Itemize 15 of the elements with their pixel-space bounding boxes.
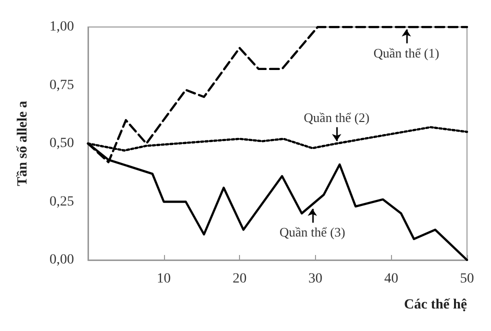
annotation: Quần thể (1) [374,45,440,60]
y-tick-label: 0,50 [50,136,74,151]
annotation: Quần thể (2) [304,110,370,126]
x-tick-label: 20 [232,272,247,286]
x-tick-label: 40 [384,272,398,286]
y-tick-label: 0,00 [50,252,74,268]
y-tick-label: 0,25 [50,194,74,210]
annotation: Quần thể (3) [280,224,346,240]
x-tick-label: 50 [460,272,474,286]
x-axis-title: Các thế hệ [404,298,467,312]
x-tick-label: 10 [156,272,171,286]
y-tick-label: 1,00 [50,20,74,34]
y-tick-label: 0,75 [50,78,74,93]
y-axis-title: Tần số allele a [16,100,30,186]
x-tick-label: 30 [308,272,322,286]
